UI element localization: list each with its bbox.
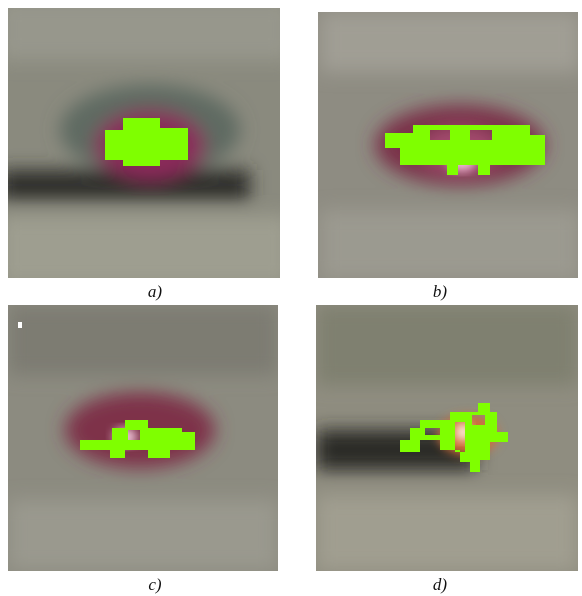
panel-label: b)	[433, 282, 448, 301]
panel-d-image	[316, 305, 578, 571]
panel-label: a)	[148, 282, 163, 301]
panel-label: d)	[433, 575, 448, 594]
panel-a-image	[0, 0, 290, 285]
figure: a) b) c)	[0, 0, 582, 596]
panel-c-image	[8, 305, 278, 571]
panel-label: c)	[148, 575, 162, 594]
panel-b-image	[318, 12, 580, 280]
